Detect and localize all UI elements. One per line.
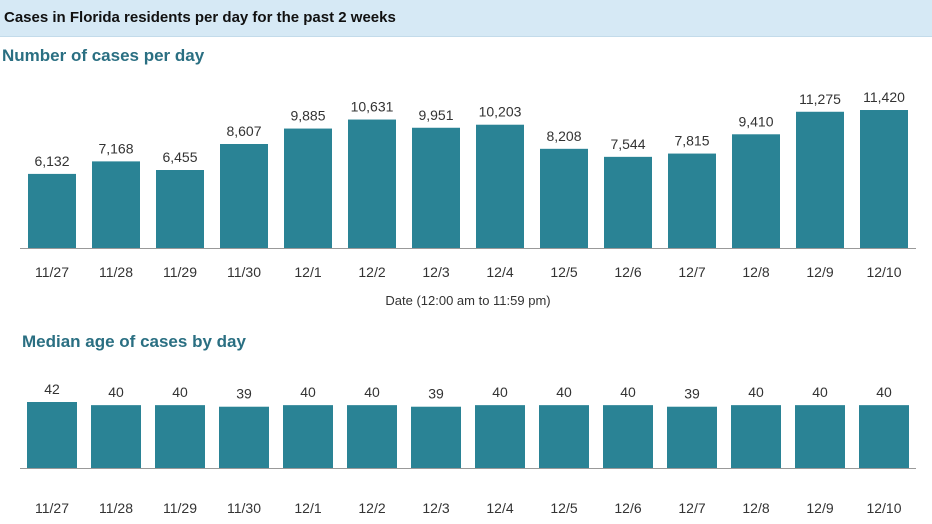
tick-label-12/3: 12/3 (422, 264, 449, 280)
bar-11/29 (156, 170, 204, 248)
value-label-12/4: 10,203 (479, 104, 522, 120)
value-label-11/29: 6,455 (162, 149, 197, 165)
value-label-12/1: 9,885 (290, 108, 325, 124)
value-label-12/8: 9,410 (738, 113, 773, 129)
tick-label-12/7: 12/7 (678, 264, 705, 280)
value-label-11/27: 6,132 (34, 153, 69, 169)
bar-12/10 (859, 405, 909, 468)
tick-label-12/5: 12/5 (550, 500, 577, 516)
tick-label-12/9: 12/9 (806, 264, 833, 280)
value-label-12/2: 10,631 (351, 99, 394, 115)
bar-12/1 (284, 128, 332, 248)
header-banner: Cases in Florida residents per day for t… (0, 0, 932, 37)
bar-12/1 (283, 405, 333, 468)
tick-label-12/8: 12/8 (742, 264, 769, 280)
tick-label-11/30: 11/30 (227, 264, 261, 280)
page-title: Cases in Florida residents per day for t… (4, 9, 396, 26)
median-age-chart-title: Median age of cases by day (22, 332, 246, 351)
value-label-12/4: 40 (492, 384, 508, 400)
bar-12/3 (411, 406, 461, 468)
bar-12/8 (732, 134, 780, 248)
tick-label-12/2: 12/2 (358, 500, 385, 516)
value-label-12/6: 40 (620, 384, 636, 400)
bar-11/28 (92, 161, 140, 248)
bar-12/2 (348, 119, 396, 248)
bar-12/7 (667, 406, 717, 468)
tick-label-12/8: 12/8 (742, 500, 769, 516)
tick-label-12/7: 12/7 (678, 500, 705, 516)
value-label-11/28: 40 (108, 384, 124, 400)
bar-12/3 (412, 127, 460, 248)
bar-12/6 (604, 156, 652, 248)
bar-12/5 (540, 148, 588, 248)
value-label-12/7: 7,815 (674, 133, 709, 149)
tick-label-12/1: 12/1 (294, 264, 321, 280)
value-label-12/2: 40 (364, 384, 380, 400)
tick-label-12/1: 12/1 (294, 500, 321, 516)
value-label-11/27: 42 (44, 381, 60, 397)
cases-per-day-chart: 6,132 11/27 7,168 11/28 6,455 11/29 8,607 11/30… (20, 89, 916, 308)
tick-label-11/30: 11/30 (227, 500, 261, 516)
value-label-12/7: 39 (684, 386, 700, 402)
value-label-12/3: 39 (428, 386, 444, 402)
tick-label-12/2: 12/2 (358, 264, 385, 280)
bar-12/8 (731, 405, 781, 468)
bar-11/30 (220, 143, 268, 248)
value-label-11/29: 40 (172, 384, 188, 400)
value-label-12/10: 40 (876, 384, 892, 400)
tick-label-11/27: 11/27 (35, 264, 69, 280)
tick-label-12/9: 12/9 (806, 500, 833, 516)
tick-label-11/27: 11/27 (35, 500, 69, 516)
tick-label-12/5: 12/5 (550, 264, 577, 280)
value-label-12/1: 40 (300, 384, 316, 400)
tick-label-12/3: 12/3 (422, 500, 449, 516)
tick-label-11/28: 11/28 (99, 500, 133, 516)
value-label-11/30: 8,607 (226, 123, 261, 139)
bar-12/9 (795, 405, 845, 468)
value-label-12/9: 11,275 (799, 91, 841, 107)
value-label-12/5: 8,208 (546, 128, 581, 144)
tick-label-12/4: 12/4 (486, 264, 513, 280)
bar-11/27 (28, 173, 76, 248)
bar-12/5 (539, 405, 589, 468)
value-label-12/9: 40 (812, 384, 828, 400)
bar-12/2 (347, 405, 397, 468)
bar-11/28 (91, 405, 141, 468)
cases-chart-title: Number of cases per day (2, 46, 205, 65)
value-label-12/3: 9,951 (418, 107, 453, 123)
median-age-chart: 42 11/27 40 11/28 40 11/29 39 11/30 40 12/1 40 12/2… (20, 381, 916, 516)
tick-label-12/6: 12/6 (614, 500, 641, 516)
tick-label-11/28: 11/28 (99, 264, 133, 280)
bar-12/4 (475, 405, 525, 468)
bar-12/7 (668, 153, 716, 248)
bar-12/4 (476, 124, 524, 248)
bar-12/9 (796, 111, 844, 248)
tick-label-12/6: 12/6 (614, 264, 641, 280)
tick-label-12/4: 12/4 (486, 500, 513, 516)
value-label-12/8: 40 (748, 384, 764, 400)
tick-label-12/10: 12/10 (866, 264, 901, 280)
value-label-11/28: 7,168 (98, 140, 133, 156)
value-label-11/30: 39 (236, 386, 252, 402)
bar-11/30 (219, 406, 269, 468)
value-label-12/10: 11,420 (863, 89, 905, 105)
bar-11/27 (27, 402, 77, 468)
bar-11/29 (155, 405, 205, 468)
tick-label-11/29: 11/29 (163, 264, 197, 280)
x-axis-label: Date (12:00 am to 11:59 pm) (385, 293, 550, 308)
bar-12/10 (860, 110, 908, 248)
tick-label-12/10: 12/10 (866, 500, 901, 516)
value-label-12/5: 40 (556, 384, 572, 400)
bar-12/6 (603, 405, 653, 468)
value-label-12/6: 7,544 (610, 136, 645, 152)
tick-label-11/29: 11/29 (163, 500, 197, 516)
